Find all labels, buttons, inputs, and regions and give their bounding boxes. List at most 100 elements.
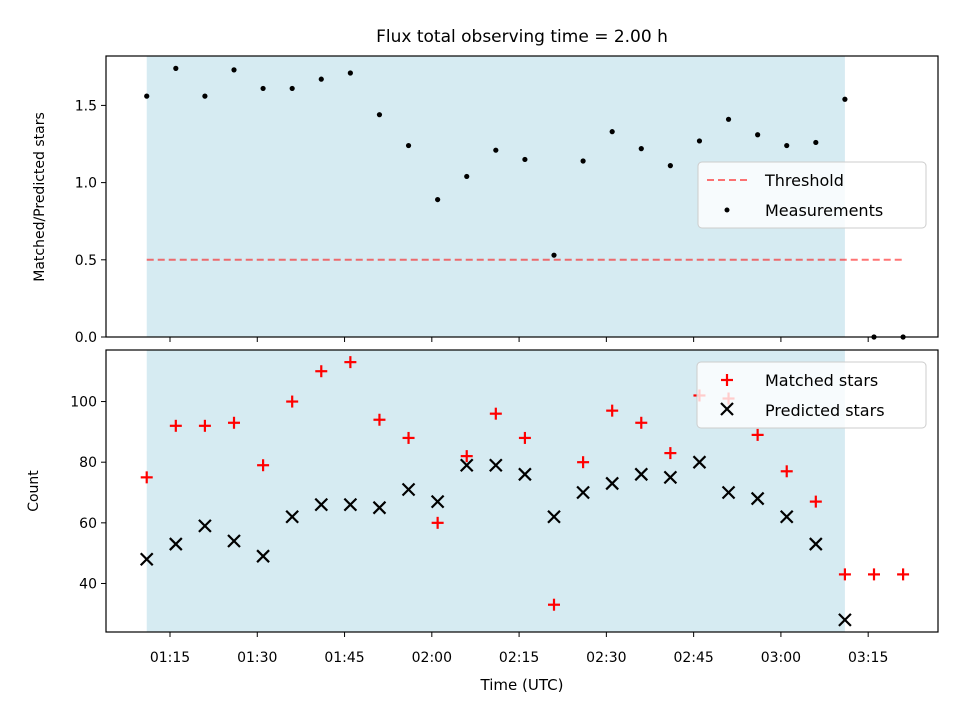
measurement-point [347,70,353,76]
predicted-star-point [605,476,619,491]
measurement-point [784,142,790,149]
matched-star-point [635,416,648,429]
matched-star-point [809,495,822,508]
measurement-point [376,112,383,118]
matched-star-point [751,428,764,441]
matched-star-point [577,456,590,469]
predicted-star-point [663,470,678,485]
predicted-star-point [634,467,649,482]
matched-star-point [344,356,357,369]
predicted-star-point [198,519,212,533]
matched-star-point [460,450,473,463]
threshold-legend-label: Threshold [764,171,844,190]
matched-star-point [198,419,211,432]
measurement-point [725,116,732,122]
ratio-y-tick-label: 1.0 [75,176,97,192]
matched-star-point [489,407,502,420]
ratio-y-tick-label: 0.5 [75,253,97,269]
predicted-star-point [430,494,445,509]
measurement-point [493,147,499,153]
ratio-y-tick-label: 1.5 [75,98,97,114]
predicted-star-point [227,534,241,548]
matched-star-point [868,568,880,581]
measurement-point [289,85,295,92]
predicted-star-point [721,485,736,500]
count-axes-frame [105,349,939,633]
measurements-legend-handle [724,207,730,213]
predicted-star-point [459,458,474,473]
predicted-legend-handle [720,402,734,416]
predicted-star-point [489,458,503,473]
measurement-point [842,96,848,102]
matched-star-point [169,419,182,432]
measurement-point [173,65,179,71]
matched-star-point [897,568,910,581]
matched-star-point [838,568,851,581]
measurement-point [144,93,150,99]
measurement-point [318,76,324,82]
matched-legend-label: Matched stars [765,371,878,390]
predicted-star-point [139,552,154,567]
predicted-star-point [576,485,590,500]
ratio-legend: Threshold Measurements [697,161,927,229]
count-y-axis-label: Count [26,470,42,512]
predicted-star-point [372,500,387,515]
measurement-point [231,67,237,73]
measurement-point [260,85,266,92]
measurement-point [638,146,644,152]
predicted-star-point [518,467,532,482]
matched-star-point [780,465,793,478]
measurement-point [202,93,208,99]
count-y-tick-label: 40 [79,576,97,592]
matched-star-point [548,598,560,611]
predicted-star-point [314,497,329,512]
predicted-star-point [256,549,270,563]
predicted-star-point [169,537,183,551]
ratio-y-tick-label: 0.0 [75,330,97,346]
x-tick-label: 02:30 [586,650,626,666]
predicted-star-point [809,537,823,551]
measurement-point [755,132,761,138]
measurement-point [435,196,441,203]
ratio-panel: 0.0 0.5 1.0 1.5 Matched/Predicted stars Thr… [32,55,939,346]
count-y-tick-label: 60 [79,516,97,532]
count-panel: 40 60 80 100 01:15 01:30 01:45 02:00 02:15 02:30… [26,337,939,694]
count-y-tick-label: 100 [70,395,97,411]
matched-star-point [664,447,677,460]
x-tick-label: 01:15 [150,650,190,666]
matched-star-point [286,395,299,408]
x-tick-label: 02:15 [499,650,539,666]
measurement-point [580,158,586,164]
predicted-star-point [401,482,416,497]
measurement-point [667,163,673,169]
predicted-star-point [779,509,794,524]
measurement-point [813,139,819,146]
measurement-point [405,142,412,149]
predicted-star-point [547,509,561,524]
measurement-point [551,252,557,258]
predicted-star-point [750,491,765,506]
count-legend: Matched stars Predicted stars [696,361,927,429]
matched-star-point [257,459,270,472]
x-tick-label: 03:15 [848,650,888,666]
matched-star-point [402,431,415,444]
x-tick-label: 01:45 [324,650,364,666]
measurement-point [464,173,470,180]
matched-legend-handle [721,374,733,386]
x-tick-label: 03:00 [761,650,801,666]
matched-star-point [606,404,619,417]
count-y-tick-label: 80 [79,455,97,471]
matched-star-point [140,471,153,484]
predicted-star-point [285,509,299,524]
matched-star-point [518,431,531,444]
predicted-star-point [838,613,852,627]
ratio-y-axis-label: Matched/Predicted stars [32,112,48,282]
measurement-point [522,156,528,163]
predicted-star-point [343,497,358,512]
figure-title: Flux total observing time = 2.00 h [376,27,668,47]
matched-star-point [315,365,328,378]
matched-star-point [431,516,444,529]
measurement-point [696,138,703,144]
ratio-axes-frame [105,55,939,338]
